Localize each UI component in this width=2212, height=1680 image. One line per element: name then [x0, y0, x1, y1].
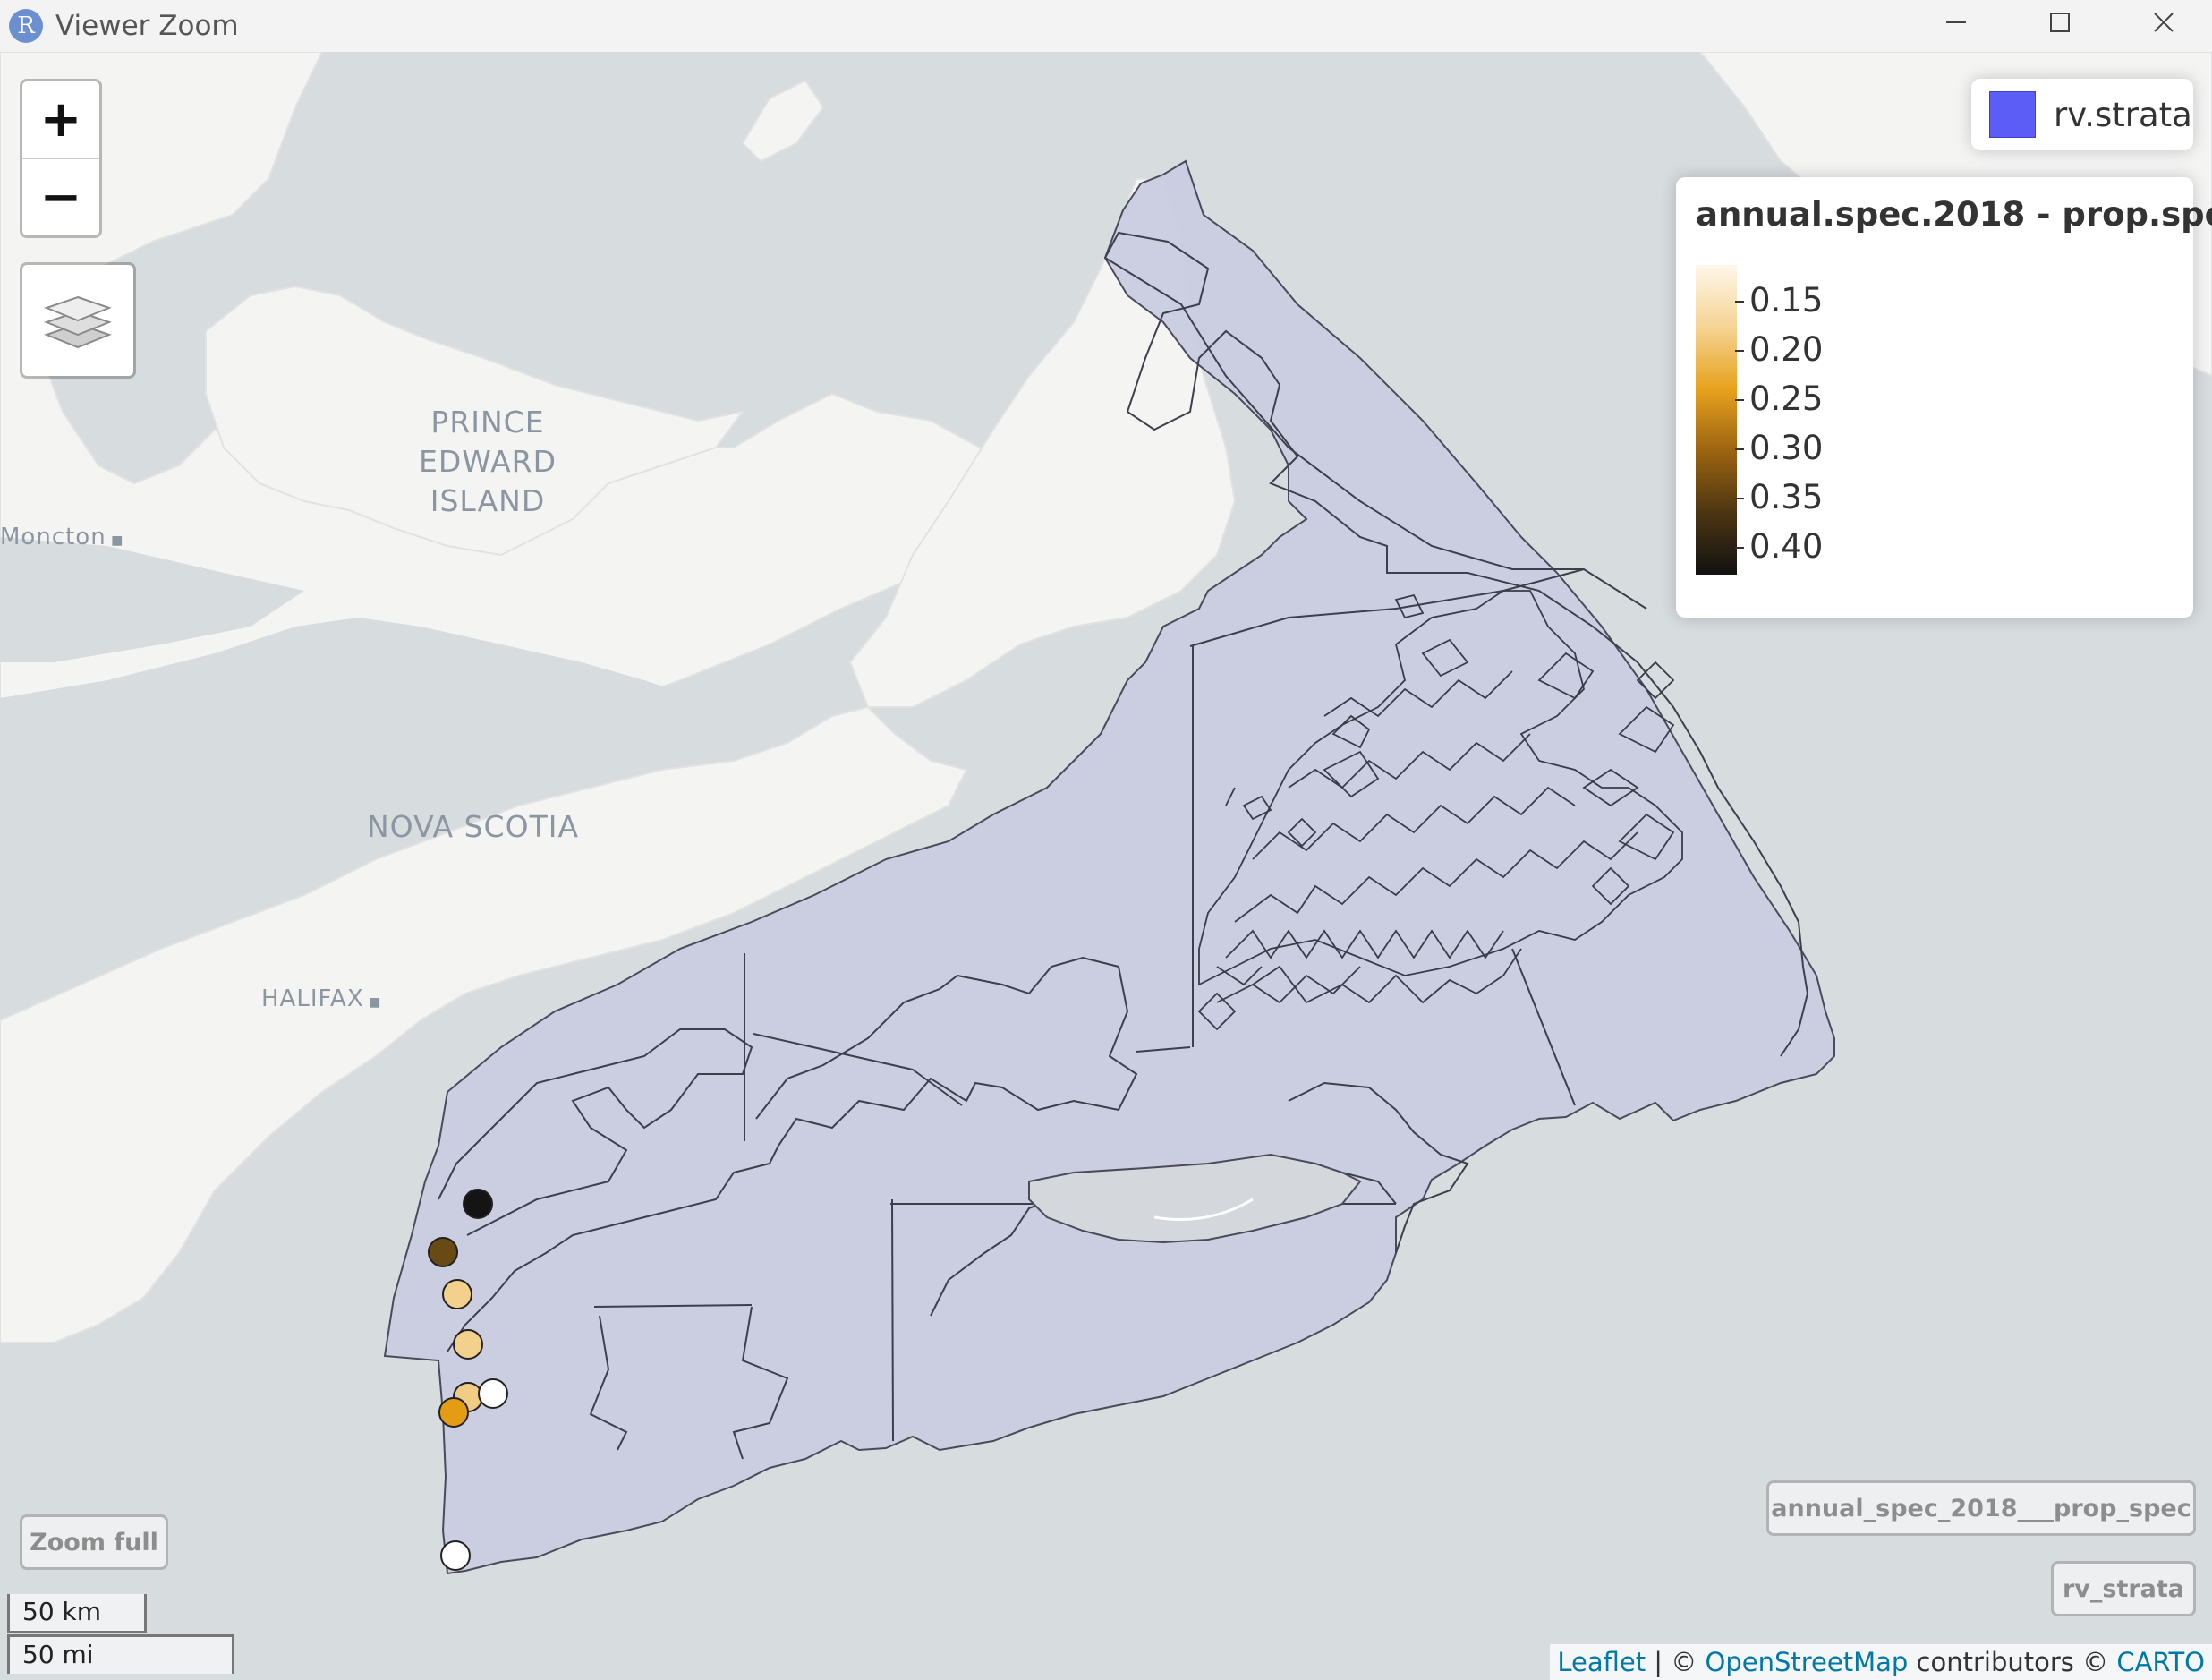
- close-icon: [2154, 13, 2174, 32]
- zoom-in-button[interactable]: +: [22, 81, 99, 159]
- sample-point[interactable]: [463, 1189, 493, 1219]
- zoom-out-button[interactable]: −: [39, 168, 82, 226]
- sample-point[interactable]: [478, 1378, 508, 1409]
- sample-point[interactable]: [428, 1237, 458, 1267]
- legend-tick: 0.20: [1734, 332, 1823, 368]
- legend-tick: 0.30: [1734, 431, 1823, 466]
- r-app-icon: R: [9, 9, 43, 43]
- nova-scotia-label: NOVA SCOTIA: [367, 809, 580, 844]
- leaflet-link[interactable]: Leaflet: [1557, 1647, 1646, 1677]
- maximize-icon: [2050, 13, 2070, 32]
- sample-point[interactable]: [440, 1540, 471, 1571]
- window-title: Viewer Zoom: [55, 10, 239, 42]
- minimize-button[interactable]: [1906, 0, 2006, 45]
- attribution-text: contributors ©: [1908, 1647, 2117, 1677]
- nova-scotia-land: [0, 705, 968, 1343]
- color-legend: annual.spec.2018 - prop.spec 0.15 0.20 0…: [1676, 177, 2212, 618]
- legend-tick: 0.25: [1734, 381, 1823, 417]
- scale-bar-mi: 50 mi: [7, 1634, 234, 1674]
- inland-water: [0, 537, 787, 1020]
- legend-tick: 0.15: [1734, 283, 1823, 319]
- scale-bar-km: 50 km: [7, 1594, 147, 1633]
- moncton-label: Moncton ■: [0, 524, 124, 550]
- sample-point[interactable]: [438, 1397, 469, 1428]
- legend-tick: 0.35: [1734, 480, 1823, 516]
- sample-point[interactable]: [453, 1329, 483, 1360]
- zoom-full-button[interactable]: Zoom full: [20, 1514, 168, 1570]
- sample-point[interactable]: [442, 1279, 472, 1309]
- color-legend-title: annual.spec.2018 - prop.spec: [1696, 195, 2212, 234]
- pei-label: PRINCE EDWARD ISLAND: [418, 405, 557, 518]
- color-legend-gradient: [1696, 265, 1737, 575]
- map-attribution: Leaflet | © OpenStreetMap contributors ©…: [1550, 1644, 2212, 1680]
- layer-zoom-button-annual-spec[interactable]: annual_spec_2018___prop_spec: [1766, 1480, 2196, 1536]
- carto-link[interactable]: CARTO: [2116, 1647, 2205, 1677]
- layer-zoom-button-rv-strata[interactable]: rv_strata: [2051, 1561, 2196, 1616]
- zoom-control: + −: [20, 79, 102, 238]
- close-button[interactable]: [2114, 0, 2212, 45]
- minimize-icon: [1946, 21, 1966, 23]
- osm-link[interactable]: OpenStreetMap: [1705, 1647, 1909, 1677]
- legend-tick: 0.40: [1734, 529, 1823, 565]
- rv-strata-legend-label: rv.strata: [2054, 95, 2192, 134]
- window-titlebar: R Viewer Zoom: [0, 0, 2212, 53]
- maximize-button[interactable]: [2010, 0, 2110, 45]
- rv-strata-swatch: [1989, 91, 2036, 138]
- layers-icon: [44, 295, 112, 349]
- attribution-separator: | ©: [1646, 1647, 1706, 1677]
- rv-strata-polygons: [383, 159, 1835, 1575]
- layers-control[interactable]: [20, 262, 136, 379]
- points-layer: [428, 1189, 508, 1571]
- layer-legend: rv.strata: [1971, 79, 2193, 150]
- halifax-label: HALIFAX ■: [261, 985, 382, 1012]
- leaflet-map[interactable]: PRINCE EDWARD ISLAND Moncton ■ NOVA SCOT…: [0, 52, 2212, 1680]
- dense-strata: [1197, 590, 1683, 1031]
- basemap: [0, 52, 2212, 1575]
